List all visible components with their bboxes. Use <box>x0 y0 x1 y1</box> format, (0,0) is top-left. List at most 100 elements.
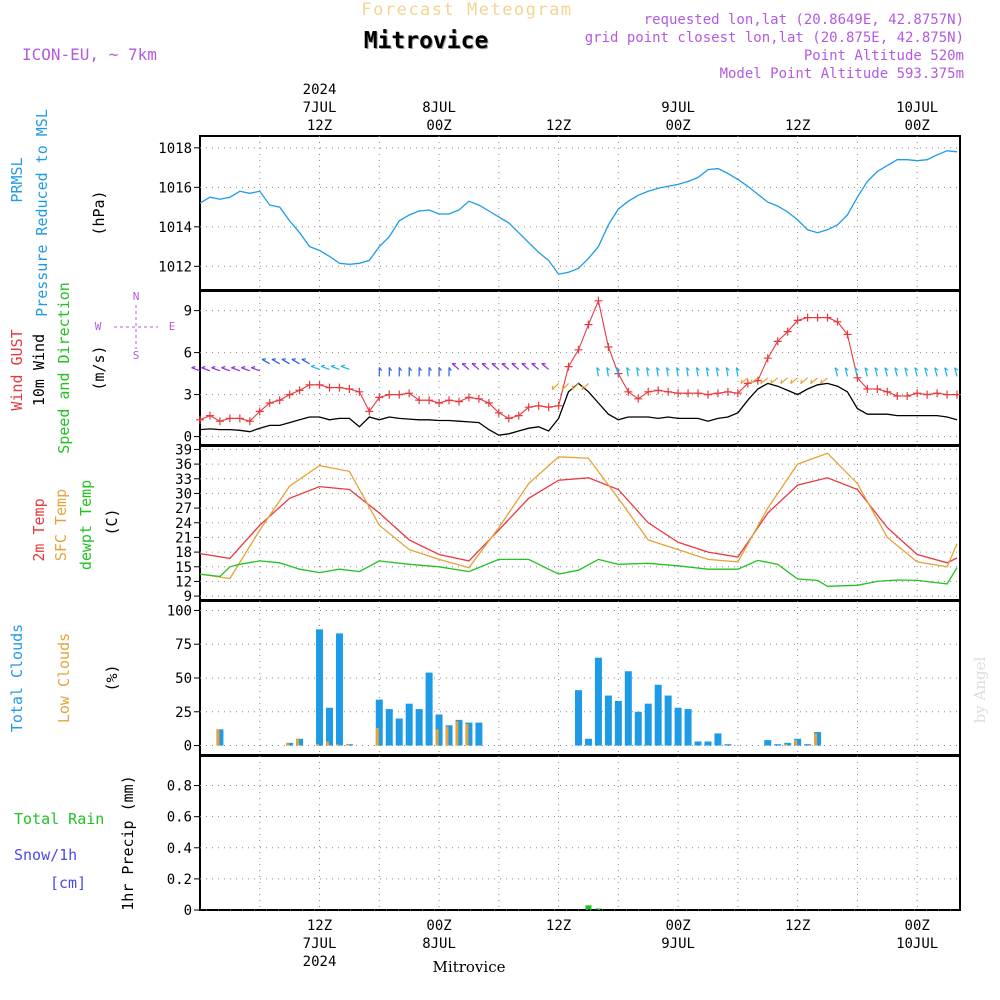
time-label-bottom: 12Z <box>785 918 810 934</box>
wind-barb <box>834 367 839 377</box>
time-label-top: 8JUL <box>422 100 456 116</box>
wind-barb <box>750 377 759 385</box>
wind-barb <box>685 367 689 377</box>
total-cloud-bar <box>216 729 224 746</box>
wind-barb-flag <box>251 366 256 369</box>
low-cloud-bar <box>345 744 349 746</box>
wind-barb-flag <box>810 379 813 384</box>
temp-2m-line <box>199 477 958 564</box>
wind-gust-marker <box>235 414 244 423</box>
total-cloud-bar <box>465 722 473 746</box>
total-cloud-bar <box>804 744 812 746</box>
wind-barb <box>924 367 928 377</box>
wind-barb <box>461 363 470 370</box>
total-cloud-bar <box>774 744 782 746</box>
total-cloud-bar <box>674 707 682 746</box>
wind-barb-flag <box>780 379 783 384</box>
total-cloud-bar <box>286 742 294 746</box>
temp-axis-label: 2m Temp <box>30 498 48 561</box>
total-cloud-bar <box>425 672 433 746</box>
wind-gust-marker <box>943 390 952 399</box>
wind-barb-flag <box>800 379 803 384</box>
wind-gust-marker <box>584 320 593 329</box>
wind-barb-flag <box>696 367 700 371</box>
wind-gust-marker <box>425 396 434 405</box>
wind-gust-marker <box>694 389 703 398</box>
wind-barb <box>521 363 530 370</box>
total-cloud-bar <box>644 703 652 746</box>
wind-gust-marker <box>454 397 463 406</box>
wind-gust-marker <box>883 387 892 396</box>
ytick-label-pressure: 1018 <box>158 141 192 157</box>
time-label-top: 00Z <box>426 118 451 134</box>
wind-gust-marker <box>205 411 214 420</box>
ytick-label-pressure: 1012 <box>158 259 192 275</box>
snow-legend-label: Snow/1h <box>14 846 77 864</box>
ytick-label-clouds: 25 <box>175 705 192 721</box>
time-label-bottom: 9JUL <box>661 936 695 952</box>
wind-direction-axis-label: Speed and Direction <box>55 282 73 454</box>
wind-barb-flag <box>241 366 246 369</box>
total-cloud-bar <box>584 738 592 746</box>
wind-gust-marker <box>464 393 473 402</box>
ytick-label-temperature: 12 <box>175 574 192 590</box>
wind-barb <box>596 367 600 377</box>
wind-barb <box>810 377 818 385</box>
wind-gust-marker <box>933 389 942 398</box>
total-cloud-bar <box>405 703 413 746</box>
total-cloud-bar <box>624 671 632 746</box>
total-cloud-bar <box>385 709 393 746</box>
wind-barb <box>491 363 500 370</box>
wind-barb-flag <box>581 385 584 390</box>
time-label-bottom: 12Z <box>307 918 332 934</box>
ytick-label-temperature: 18 <box>175 545 192 561</box>
wind-gust-marker <box>445 396 454 405</box>
wind-barb <box>241 367 251 372</box>
wind-gust-marker <box>375 393 384 402</box>
wind-barb <box>451 363 460 370</box>
rain-legend-label: Total Rain <box>14 810 104 828</box>
wind-barb <box>481 363 490 370</box>
wind-barb-flag <box>904 367 909 371</box>
wind-gust-marker <box>504 414 513 423</box>
wind-barb-flag <box>418 367 422 371</box>
sfc-temp-axis-label: SFC Temp <box>52 489 70 561</box>
wind-gust-marker <box>733 389 742 398</box>
wind-gust-marker <box>723 387 732 396</box>
wind-barb <box>636 367 639 377</box>
wind-barb <box>884 367 888 377</box>
wind-barb <box>561 382 569 391</box>
time-label-top: 2024 <box>303 82 337 98</box>
wind-barb <box>340 365 350 370</box>
chart-subtitle: Forecast Meteogram <box>361 0 572 20</box>
wind-barb-flag <box>646 367 650 371</box>
requested-coords: requested lon,lat (20.8649E, 42.8757N) <box>644 12 964 28</box>
low-cloud-bar <box>325 741 329 746</box>
wind-gust-marker <box>385 390 394 399</box>
wind-barb <box>616 367 619 377</box>
wind-barb-flag <box>378 367 383 371</box>
ytick-label-precip: 0.2 <box>167 872 192 888</box>
wind-barb <box>531 363 540 370</box>
wind-barb-flag <box>656 367 660 371</box>
pressure-axis-label-2: Pressure Reduced to MSL <box>33 109 51 317</box>
ytick-label-clouds: 75 <box>175 637 192 653</box>
total-cloud-bar <box>704 741 712 746</box>
wind-barb <box>934 367 938 377</box>
wind-barb-flag <box>616 367 621 371</box>
time-label-top: 00Z <box>905 118 930 134</box>
wind-barb-flag <box>571 385 574 390</box>
ytick-label-temperature: 27 <box>175 501 192 517</box>
total-cloud-bar <box>814 732 822 746</box>
wind-gust-marker <box>773 337 782 346</box>
time-label-top: 7JUL <box>303 100 337 116</box>
wind-gust-marker <box>833 317 842 326</box>
wind-barb-flag <box>676 367 680 371</box>
wind-barb <box>770 377 779 385</box>
ytick-label-wind: 9 <box>184 304 192 320</box>
wind-gust-marker <box>594 296 603 305</box>
wind-barb-flag <box>408 367 413 371</box>
ytick-label-temperature: 30 <box>175 486 192 502</box>
wind-barb <box>705 367 709 377</box>
wind-barb-flag <box>844 367 849 371</box>
